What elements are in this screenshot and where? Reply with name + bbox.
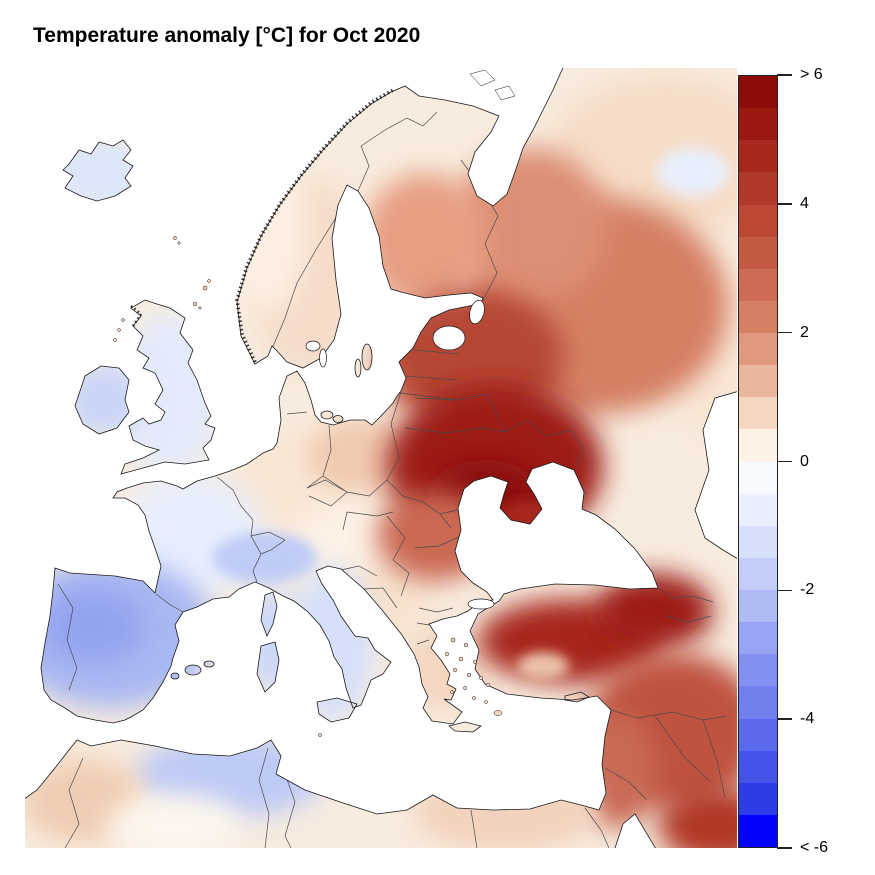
colorbar-tick-line (777, 847, 792, 849)
colorbar-segment (739, 718, 777, 751)
colorbar-tick: -2 (777, 581, 814, 599)
colorbar-segment (739, 333, 777, 366)
colorbar-segment (739, 493, 777, 526)
colorbar-tick: -4 (777, 710, 814, 728)
colorbar-tick: 4 (777, 195, 809, 213)
colorbar-segment (739, 268, 777, 301)
region-northeast-cool-patch (657, 148, 729, 196)
colorbar-segment (739, 76, 777, 109)
lake-vanern (305, 340, 321, 352)
colorbar-tick-label: -2 (800, 581, 815, 599)
colorbar-segment (739, 461, 777, 494)
colorbar-segment (739, 654, 777, 687)
region-central-anatolia-pale-spot (517, 652, 569, 680)
colorbar-tick-label: > 6 (800, 66, 823, 83)
colorbar-segment (739, 140, 777, 173)
colorbar-segment (739, 300, 777, 333)
colorbar-segment (739, 557, 777, 590)
colorbar-segment (739, 590, 777, 623)
colorbar-tick-label: 2 (800, 323, 809, 341)
lake-onega (469, 299, 485, 325)
colorbar-tick: 2 (777, 324, 809, 342)
colorbar-segment (739, 365, 777, 398)
colorbar-tick-line (777, 74, 792, 76)
colorbar-segment (739, 236, 777, 269)
colorbar-segment (739, 686, 777, 719)
colorbar-tick-line (777, 718, 792, 720)
lakes (305, 299, 495, 610)
colorbar-segment (739, 525, 777, 558)
colorbar-tick-line (777, 331, 792, 334)
colorbar-segment (739, 622, 777, 655)
colorbar-segment (739, 782, 777, 815)
lake-ladoga (432, 325, 466, 351)
novaya-zemlya-outline (469, 69, 496, 87)
region-northwest-spain-core (41, 590, 145, 662)
region-arabia-southeast-corner (659, 788, 737, 848)
sea-of-marmara (467, 598, 495, 610)
region-caucasus (597, 573, 713, 649)
lake-vattern (319, 348, 327, 368)
colorbar-tick-label: -4 (800, 710, 815, 728)
region-northeastern-russia (547, 74, 737, 238)
page-title: Temperature anomaly [°C] for Oct 2020 (33, 24, 421, 47)
fjord-speckle (130, 88, 394, 363)
colorbar-segment (739, 814, 777, 847)
colorbar-tick-line (777, 589, 792, 592)
colorbar-segment (739, 429, 777, 462)
region-poland (308, 418, 412, 494)
region-finland (363, 173, 487, 309)
colorbar (738, 75, 778, 848)
colorbar-segment (739, 204, 777, 237)
region-alps (213, 532, 317, 584)
colorbar-tick-label: 0 (800, 452, 809, 470)
colorbar-segment (739, 108, 777, 141)
colorbar-tick-label: 4 (800, 194, 809, 212)
region-sahara-pale-zone (107, 794, 243, 848)
colorbar-tick-line (777, 460, 792, 463)
colorbar-tick: 0 (777, 453, 809, 471)
coastlines (25, 68, 737, 848)
country-borders (57, 111, 728, 848)
colorbar-tick: < -6 (777, 839, 828, 857)
colorbar-tick: > 6 (777, 66, 823, 84)
colorbar-tick-label: < -6 (800, 839, 829, 856)
colorbar-ticks: > 6 4 2 0 -2 -4 < -6 (777, 66, 875, 856)
small-islands (113, 69, 516, 737)
kolguyev-outline (494, 85, 516, 101)
colorbar-segment (739, 397, 777, 430)
colorbar-tick-line (777, 203, 792, 205)
colorbar-segment (739, 750, 777, 783)
colorbar-segment (739, 172, 777, 205)
europe-anomaly-map (25, 68, 737, 848)
